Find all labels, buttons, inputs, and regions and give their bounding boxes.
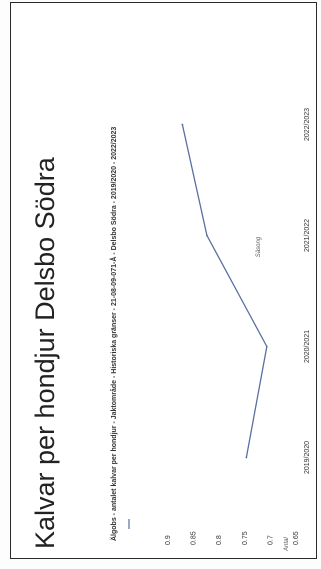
y-axis-label: Antal bbox=[284, 537, 290, 552]
x-tick-label: 2021/2022 bbox=[304, 219, 311, 252]
y-tick-label: 0.7 bbox=[267, 535, 274, 545]
x-tick-label: 2022/2023 bbox=[304, 108, 311, 141]
x-axis-label: Säsong bbox=[256, 236, 262, 257]
data-point bbox=[265, 345, 268, 348]
data-point bbox=[245, 456, 248, 459]
x-tick-label: 2020/2021 bbox=[304, 330, 311, 363]
data-point bbox=[206, 234, 208, 237]
data-point bbox=[181, 123, 184, 126]
y-tick-label: 0.9 bbox=[165, 535, 172, 545]
y-tick-label: 0.8 bbox=[216, 535, 223, 545]
y-tick-label: 0.75 bbox=[242, 531, 249, 545]
y-tick-label: 0.65 bbox=[293, 531, 300, 545]
y-tick-label: 0.85 bbox=[191, 531, 198, 545]
series-line bbox=[181, 124, 268, 458]
x-tick-label: 2019/2020 bbox=[304, 441, 311, 474]
